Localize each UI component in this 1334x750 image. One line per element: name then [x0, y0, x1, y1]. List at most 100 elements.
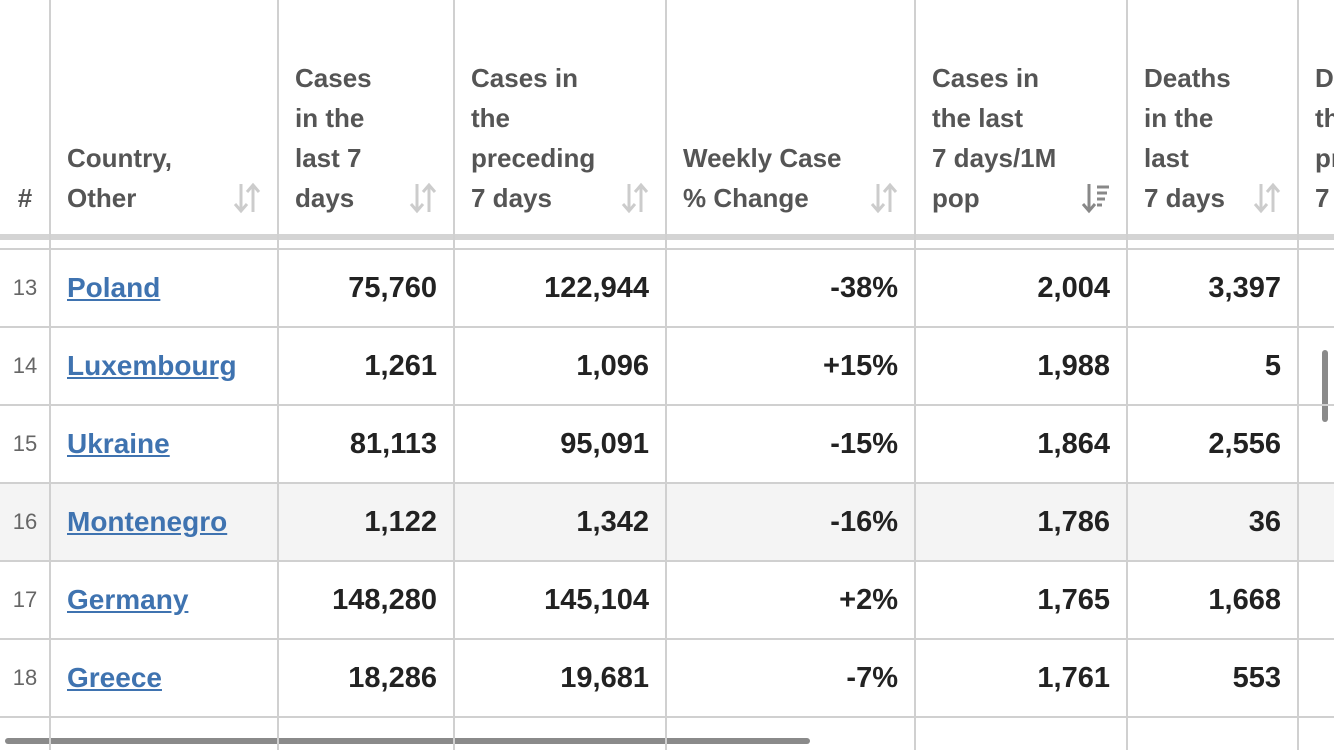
column-header[interactable]: Country, Other: [50, 0, 278, 236]
header-text: Deaths: [1144, 63, 1231, 93]
column-header[interactable]: Cases in the last 7 days: [278, 0, 454, 236]
number-cell: 1,761: [1037, 661, 1110, 694]
number-cell: 148,280: [332, 583, 437, 616]
rank: 14: [12, 353, 38, 378]
column-line: [453, 0, 455, 750]
header-text: last: [1144, 143, 1189, 173]
sort-icon[interactable]: [408, 182, 438, 214]
number-cell: +2%: [839, 583, 898, 616]
sort-icon[interactable]: [869, 182, 899, 214]
header-text: days: [295, 183, 355, 213]
header-text: in the: [295, 103, 365, 133]
row-line: [0, 248, 1334, 250]
number-cell: 1,122: [364, 505, 437, 538]
number-cell: 2,556: [1208, 427, 1281, 460]
column-header[interactable]: Cases in the preceding 7 days: [454, 0, 666, 236]
row-line: [0, 560, 1334, 562]
sort-glyph: [621, 182, 649, 214]
number-cell: 1,342: [576, 505, 649, 538]
row-line: [0, 404, 1334, 406]
rank: 18: [12, 665, 38, 690]
rank: 16: [12, 509, 38, 534]
number-cell: 1,786: [1037, 505, 1110, 538]
header-text: % Change: [683, 183, 809, 213]
number-cell: 1,261: [364, 349, 437, 382]
number-cell: 122,944: [544, 271, 649, 304]
country-link[interactable]: Ukraine: [67, 428, 170, 459]
number-cell: 1,765: [1037, 583, 1110, 616]
header-text: 7 days/1M: [932, 143, 1057, 173]
sort-icon[interactable]: [232, 182, 262, 214]
number-cell: 3,397: [1208, 271, 1281, 304]
sort-glyph: [1253, 182, 1281, 214]
column-header: #: [0, 0, 50, 236]
column-line: [49, 0, 51, 750]
country-link[interactable]: Poland: [67, 272, 161, 303]
column-line: [914, 0, 916, 750]
number-cell: 1,668: [1208, 583, 1281, 616]
header-text: preceding: [1315, 143, 1334, 173]
column-line: [1297, 0, 1299, 750]
header-text: 7 days: [1144, 183, 1225, 213]
number-cell: -15%: [830, 427, 898, 460]
header-text: Country,: [67, 143, 172, 173]
number-cell: -16%: [830, 505, 898, 538]
sort-glyph: [870, 182, 898, 214]
number-cell: 18,286: [348, 661, 437, 694]
country-cell: Montenegro: [50, 483, 278, 561]
number-cell: -7%: [846, 661, 898, 694]
country-cell: Greece: [50, 639, 278, 717]
country-link[interactable]: Greece: [67, 662, 162, 693]
number-cell: 1,864: [1037, 427, 1110, 460]
rank: 13: [12, 275, 38, 300]
country-cell: Poland: [50, 249, 278, 327]
number-cell: 553: [1232, 661, 1281, 694]
sort-icon[interactable]: [1081, 182, 1111, 214]
row-line: [0, 716, 1334, 718]
column-line: [277, 0, 279, 750]
country-link[interactable]: Germany: [67, 584, 189, 615]
number-cell: 36: [1248, 505, 1281, 538]
sort-glyph: [233, 182, 261, 214]
header-text: Other: [67, 183, 137, 213]
number-cell: 5: [1264, 349, 1281, 382]
header-text: last 7: [295, 143, 362, 173]
sort-icon[interactable]: [620, 182, 650, 214]
column-header[interactable]: Deaths in the preceding 7 days: [1298, 0, 1334, 236]
header-text: Weekly Case: [683, 143, 842, 173]
row-line: [0, 482, 1334, 484]
header-text: the: [471, 103, 510, 133]
header-divider: [0, 234, 1334, 240]
rank: 17: [12, 587, 38, 612]
vertical-scrollbar: [1322, 350, 1328, 422]
number-cell: 75,760: [348, 271, 437, 304]
header-text: Cases: [295, 63, 372, 93]
header-text: the last: [932, 103, 1024, 133]
header-text: Cases in: [471, 63, 578, 93]
country-cell: Ukraine: [50, 405, 278, 483]
header-text: 7 days: [471, 183, 552, 213]
sort-icon[interactable]: [1252, 182, 1282, 214]
column-header[interactable]: Deaths in the last 7 days: [1127, 0, 1298, 236]
header-text: preceding: [471, 143, 596, 173]
number-cell: 19,681: [560, 661, 649, 694]
sort-glyph: [409, 182, 437, 214]
header-text: #: [17, 183, 33, 213]
header-text: pop: [932, 183, 980, 213]
number-cell: 2,004: [1037, 271, 1110, 304]
country-link[interactable]: Montenegro: [67, 506, 228, 537]
column-line: [1126, 0, 1128, 750]
number-cell: +15%: [823, 349, 898, 382]
country-link[interactable]: Luxembourg: [67, 350, 237, 381]
header-text: Deaths in: [1315, 63, 1334, 93]
column-header[interactable]: Weekly Case % Change: [666, 0, 915, 236]
row-line: [0, 638, 1334, 640]
header-text: 7 days: [1315, 183, 1334, 213]
column-header[interactable]: Cases in the last 7 days/1M pop: [915, 0, 1127, 236]
number-cell: 81,113: [349, 427, 437, 460]
header-text: in the: [1144, 103, 1214, 133]
number-cell: 95,091: [560, 427, 649, 460]
country-cell: Germany: [50, 561, 278, 639]
horizontal-scrollbar: [5, 738, 810, 744]
